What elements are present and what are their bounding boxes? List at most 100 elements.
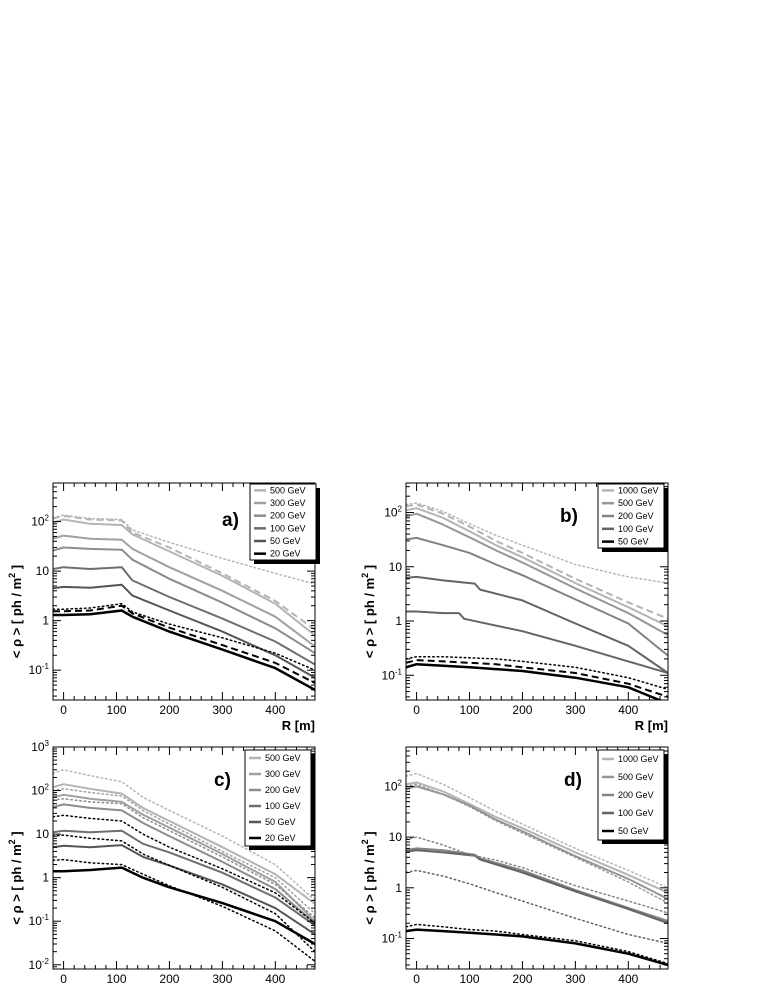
- series-line-50-gev: [406, 610, 668, 674]
- legend-entry: 500 GeV: [270, 485, 306, 495]
- x-tick-label: 400: [265, 972, 285, 986]
- legend-box: [244, 749, 312, 847]
- x-tick-label: 400: [618, 972, 638, 986]
- series-line-dotted-5: [406, 923, 668, 965]
- legend-entry: 500 GeV: [618, 772, 654, 782]
- legend-entry: 500 GeV: [265, 753, 301, 763]
- x-tick-label: 100: [459, 703, 479, 717]
- legend-entry: 300 GeV: [270, 498, 306, 508]
- y-tick-label: 10-1: [29, 913, 50, 928]
- plot-frame: [52, 482, 316, 701]
- series-line-200-gev: [53, 546, 315, 655]
- series-line-dotted-7: [53, 788, 315, 915]
- x-tick-label: 0: [413, 703, 420, 717]
- series-line-dashed-8: [406, 503, 668, 620]
- series-line-dotted-8: [53, 797, 315, 919]
- series-line-dashed-6: [406, 659, 668, 698]
- y-tick-label: 10: [36, 827, 50, 841]
- y-tick-label: 10-1: [382, 930, 403, 945]
- series-group: [406, 772, 668, 967]
- legend-entry: 200 GeV: [270, 511, 306, 521]
- y-tick-label: 10: [389, 560, 403, 574]
- legend-entry: 100 GeV: [618, 808, 654, 818]
- y-tick-label: 10: [36, 564, 50, 578]
- series-line-dotted-6: [53, 769, 315, 902]
- y-tick-label: 102: [31, 514, 49, 529]
- x-tick-label: 0: [60, 703, 67, 717]
- x-tick-label: 0: [60, 972, 67, 986]
- series-line-dotted-9: [53, 514, 315, 585]
- legend: 1000 GeV 500 GeV 200 GeV 100 GeV 50 GeV: [597, 483, 668, 552]
- panel-label: d): [564, 770, 582, 791]
- series-line-50-gev: [53, 844, 315, 936]
- x-tick-label: 300: [212, 703, 232, 717]
- x-tick-label: 300: [212, 972, 232, 986]
- legend: 500 GeV 300 GeV 200 GeV 100 GeV 50 GeV 20 GeV: [249, 483, 320, 564]
- panel-a: 0 100 200 300 400 10-1 1 10 102 R [m] < ρ > [ ph /…: [7, 482, 320, 733]
- series-line-dotted-9: [53, 814, 315, 924]
- series-line-20-gev: [53, 866, 315, 946]
- series-group: [406, 502, 668, 700]
- y-tick-label: 10-2: [29, 957, 50, 972]
- legend-entry: 1000 GeV: [618, 485, 659, 495]
- x-tick-label: 300: [565, 703, 585, 717]
- series-line-500-gev: [53, 518, 315, 637]
- series-line-50-gev: [406, 928, 668, 967]
- y-tick-label: 103: [31, 739, 49, 754]
- x-tick-label: 0: [413, 972, 420, 986]
- x-axis-label: R [m]: [282, 718, 315, 733]
- legend: 1000 GeV 500 GeV 200 GeV 100 GeV 50 GeV: [597, 749, 668, 844]
- y-axis-label: < ρ > [ ph / m2 ]: [7, 831, 24, 924]
- legend-entry: 500 GeV: [618, 498, 654, 508]
- series-line-solid-5: [406, 662, 663, 700]
- legend-entry: 200 GeV: [618, 511, 654, 521]
- legend-entry: 50 GeV: [270, 536, 301, 546]
- series-line-100-gev: [406, 849, 668, 925]
- x-tick-label: 100: [106, 703, 126, 717]
- series-line-500-gev: [53, 783, 315, 905]
- series-line-300-gev: [53, 534, 315, 648]
- legend-entry: 100 GeV: [265, 801, 301, 811]
- series-group: [53, 514, 315, 691]
- series-line-dotted-9: [406, 869, 668, 945]
- series-line-1000-gev: [406, 781, 668, 894]
- legend-entry: 100 GeV: [270, 523, 306, 533]
- legend-entry: 50 GeV: [618, 826, 649, 836]
- panel-b: 0 100 200 300 400 10-1 1 10 102 R [m] < ρ > [ ph /…: [360, 482, 669, 733]
- series-line-100-gev: [53, 829, 315, 927]
- y-tick-label: 1: [42, 871, 49, 885]
- y-tick-label: 102: [31, 783, 49, 798]
- series-line-dotted-11: [53, 858, 315, 963]
- y-tick-label: 10: [389, 830, 403, 844]
- series-line-dotted-7: [406, 783, 668, 904]
- legend-box: [249, 483, 317, 561]
- plot-frame: [52, 746, 316, 970]
- series-group: [53, 769, 315, 963]
- x-tick-label: 100: [106, 972, 126, 986]
- y-tick-label: 102: [384, 505, 402, 520]
- series-line-dashed-6: [53, 604, 315, 684]
- panel-label: a): [222, 510, 239, 531]
- series-line-dotted-8: [406, 836, 668, 914]
- x-tick-label: 200: [512, 703, 532, 717]
- y-tick-label: 1: [395, 881, 402, 895]
- x-axis-label: R [m]: [635, 718, 668, 733]
- series-line-dotted-7: [53, 602, 315, 671]
- series-line-500-gev: [406, 512, 668, 636]
- legend-entry: 100 GeV: [618, 524, 654, 534]
- y-axis-label: < ρ > [ ph / m2 ]: [360, 565, 377, 658]
- series-line-dotted-6: [406, 772, 668, 889]
- series-line-100-gev: [53, 566, 315, 666]
- legend: 500 GeV 300 GeV 200 GeV 100 GeV 50 GeV 20 GeV: [244, 749, 315, 850]
- series-line-500-gev: [406, 785, 668, 900]
- series-line-20-gev: [53, 609, 315, 691]
- plot-frame: [405, 482, 669, 701]
- y-tick-label: 1: [42, 614, 49, 628]
- legend-entry: 20 GeV: [265, 833, 296, 843]
- series-line-200-gev: [406, 536, 668, 657]
- x-tick-label: 400: [265, 703, 285, 717]
- legend-entry: 200 GeV: [265, 785, 301, 795]
- series-line-1000-gev: [406, 507, 668, 628]
